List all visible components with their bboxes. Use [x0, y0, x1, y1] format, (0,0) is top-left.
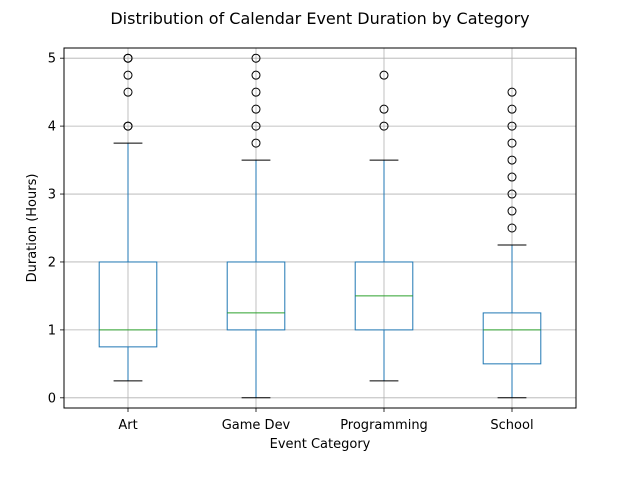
- outlier-point: [251, 138, 261, 148]
- box-game-dev: [226, 53, 286, 399]
- y-tick-label: 2: [48, 255, 56, 270]
- y-tick-label: 4: [48, 120, 56, 135]
- plot-frame: [63, 47, 577, 409]
- outlier-point: [507, 189, 517, 199]
- outlier-point: [507, 104, 517, 114]
- outlier-point: [379, 104, 389, 114]
- y-tick-label: 5: [48, 52, 56, 67]
- x-tick-label: School: [490, 418, 533, 433]
- box-art: [98, 53, 158, 382]
- box-school: [482, 87, 542, 399]
- iqr-box: [226, 261, 286, 331]
- outlier-point: [251, 87, 261, 97]
- iqr-box: [98, 261, 158, 348]
- outlier-point: [251, 53, 261, 63]
- outlier-point: [123, 53, 133, 63]
- x-tick-label: Programming: [340, 418, 428, 433]
- x-tick-label: Game Dev: [222, 418, 291, 433]
- grid-lines: [64, 48, 576, 408]
- y-tick-label: 1: [48, 323, 56, 338]
- outlier-point: [379, 70, 389, 80]
- x-axis: Art Game Dev Programming School: [118, 408, 534, 433]
- outlier-point: [123, 87, 133, 97]
- box-programming: [354, 70, 414, 382]
- outlier-point: [507, 138, 517, 148]
- box-series: [98, 53, 542, 399]
- outlier-point: [123, 121, 133, 131]
- y-tick-label: 0: [48, 391, 56, 406]
- outlier-point: [251, 121, 261, 131]
- y-axis: 0 1 2 3 4 5: [48, 52, 64, 406]
- outlier-point: [507, 206, 517, 216]
- outlier-point: [507, 87, 517, 97]
- y-axis-label: Duration (Hours): [25, 174, 40, 283]
- outlier-point: [379, 121, 389, 131]
- outlier-point: [507, 155, 517, 165]
- y-tick-label: 3: [48, 188, 56, 203]
- outlier-point: [123, 70, 133, 80]
- outlier-point: [251, 104, 261, 114]
- iqr-box: [482, 312, 542, 365]
- outlier-point: [507, 223, 517, 233]
- outlier-point: [251, 70, 261, 80]
- chart-title: Distribution of Calendar Event Duration …: [110, 9, 529, 28]
- outlier-point: [507, 121, 517, 131]
- x-tick-label: Art: [118, 418, 137, 433]
- outlier-point: [507, 172, 517, 182]
- x-axis-label: Event Category: [270, 437, 371, 452]
